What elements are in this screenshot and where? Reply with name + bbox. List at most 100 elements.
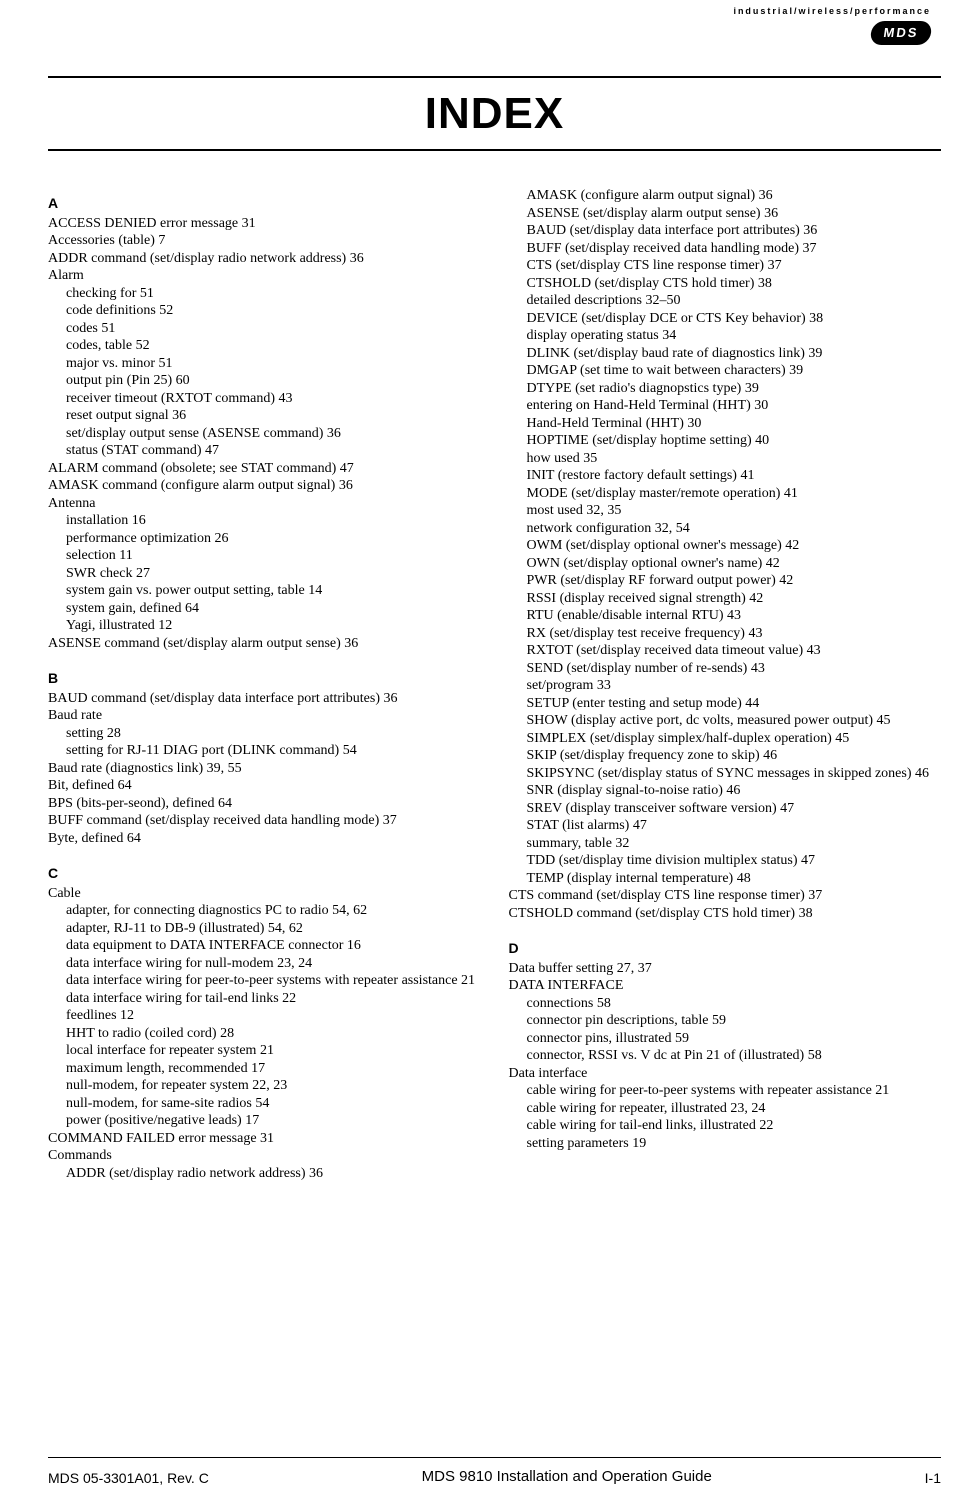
index-entry: system gain vs. power output setting, ta… — [48, 582, 481, 600]
index-entry: SNR (display signal-to-noise ratio) 46 — [509, 782, 942, 800]
index-entry: null-modem, for same-site radios 54 — [48, 1095, 481, 1113]
index-entry: AMASK (configure alarm output signal) 36 — [509, 187, 942, 205]
index-entry: local interface for repeater system 21 — [48, 1042, 481, 1060]
index-entry-sub: SWR check 27 — [48, 565, 481, 583]
index-entry-sub: selection 11 — [48, 547, 481, 565]
index-entry: COMMAND FAILED error message 31 — [48, 1130, 481, 1148]
index-entry-sub: SKIPSYNC (set/display status of SYNC mes… — [509, 765, 942, 783]
index-entry-sub: maximum length, recommended 17 — [48, 1060, 481, 1078]
index-entry: reset output signal 36 — [48, 407, 481, 425]
index-entry-main: Data interface — [509, 1065, 942, 1083]
index-entry: Accessories (table) 7 — [48, 232, 481, 250]
index-entry-sub: DMGAP (set time to wait between characte… — [509, 362, 942, 380]
index-entry: most used 32, 35 — [509, 502, 942, 520]
index-entry-sub: local interface for repeater system 21 — [48, 1042, 481, 1060]
index-entry-sub: STAT (list alarms) 47 — [509, 817, 942, 835]
index-entry-sub: TDD (set/display time division multiplex… — [509, 852, 942, 870]
index-entry-sub: codes 51 — [48, 320, 481, 338]
index-section-letter: B — [48, 670, 481, 688]
index-entry: MODE (set/display master/remote operatio… — [509, 485, 942, 503]
index-entry-sub: status (STAT command) 47 — [48, 442, 481, 460]
index-entry-sub: feedlines 12 — [48, 1007, 481, 1025]
index-entry: connector pin descriptions, table 59 — [509, 1012, 942, 1030]
index-entry: PWR (set/display RF forward output power… — [509, 572, 942, 590]
index-entry-sub: detailed descriptions 32–50 — [509, 292, 942, 310]
index-entry-sub: RSSI (display received signal strength) … — [509, 590, 942, 608]
index-entry-sub: major vs. minor 51 — [48, 355, 481, 373]
page-title: INDEX — [48, 86, 941, 141]
index-entry: BUFF command (set/display received data … — [48, 812, 481, 830]
index-entry: Data buffer setting 27, 37 — [509, 960, 942, 978]
index-entry-sub: SIMPLEX (set/display simplex/half-duplex… — [509, 730, 942, 748]
index-entry-sub: cable wiring for tail-end links, illustr… — [509, 1117, 942, 1135]
index-entry-sub: performance optimization 26 — [48, 530, 481, 548]
index-entry: BAUD command (set/display data interface… — [48, 690, 481, 708]
index-entry-sub: setting 28 — [48, 725, 481, 743]
index-entry: null-modem, for repeater system 22, 23 — [48, 1077, 481, 1095]
brand-block: industrial/wireless/performance MDS — [733, 6, 931, 45]
index-entry-sub: ASENSE (set/display alarm output sense) … — [509, 205, 942, 223]
index-entry: entering on Hand-Held Terminal (HHT) 30 — [509, 397, 942, 415]
index-entry-main: COMMAND FAILED error message 31 — [48, 1130, 481, 1148]
index-entry-main: BAUD command (set/display data interface… — [48, 690, 481, 708]
index-entry: setting parameters 19 — [509, 1135, 942, 1153]
index-entry: SEND (set/display number of re-sends) 43 — [509, 660, 942, 678]
index-entry-sub: code definitions 52 — [48, 302, 481, 320]
index-entry: Yagi, illustrated 12 — [48, 617, 481, 635]
index-entry-main: CTS command (set/display CTS line respon… — [509, 887, 942, 905]
index-entry: power (positive/negative leads) 17 — [48, 1112, 481, 1130]
index-entry: how used 35 — [509, 450, 942, 468]
index-entry: ADDR command (set/display radio network … — [48, 250, 481, 268]
index-entry-sub: TEMP (display internal temperature) 48 — [509, 870, 942, 888]
index-entry: SHOW (display active port, dc volts, mea… — [509, 712, 942, 730]
index-entry-sub: AMASK (configure alarm output signal) 36 — [509, 187, 942, 205]
index-entry-sub: power (positive/negative leads) 17 — [48, 1112, 481, 1130]
index-entry-sub: BAUD (set/display data interface port at… — [509, 222, 942, 240]
index-gap — [48, 652, 481, 662]
index-entry-sub: DLINK (set/display baud rate of diagnost… — [509, 345, 942, 363]
index-entry-main: Accessories (table) 7 — [48, 232, 481, 250]
index-entry: DTYPE (set radio's diagnopstics type) 39 — [509, 380, 942, 398]
index-entry-sub: CTS (set/display CTS line response timer… — [509, 257, 942, 275]
index-entry: CTSHOLD (set/display CTS hold timer) 38 — [509, 275, 942, 293]
index-entry-sub: setting for RJ-11 DIAG port (DLINK comma… — [48, 742, 481, 760]
footer-doc-id: MDS 05-3301A01, Rev. C — [48, 1470, 209, 1488]
index-entry: status (STAT command) 47 — [48, 442, 481, 460]
index-entry: TEMP (display internal temperature) 48 — [509, 870, 942, 888]
index-entry-sub: set/program 33 — [509, 677, 942, 695]
index-entry-sub: Yagi, illustrated 12 — [48, 617, 481, 635]
index-entry-main: Commands — [48, 1147, 481, 1165]
footer-block: MDS 05-3301A01, Rev. C MDS 9810 Installa… — [48, 1453, 941, 1487]
index-gap — [509, 922, 942, 932]
index-entry: data interface wiring for tail-end links… — [48, 990, 481, 1008]
index-entry-main: BPS (bits-per-seond), defined 64 — [48, 795, 481, 813]
index-entry-sub: system gain, defined 64 — [48, 600, 481, 618]
index-section-letter: A — [48, 195, 481, 213]
index-entry: SKIPSYNC (set/display status of SYNC mes… — [509, 765, 942, 783]
index-entry: OWM (set/display optional owner's messag… — [509, 537, 942, 555]
index-entry: RX (set/display test receive frequency) … — [509, 625, 942, 643]
index-entry: CTS (set/display CTS line response timer… — [509, 257, 942, 275]
index-entry: codes, table 52 — [48, 337, 481, 355]
index-entry-sub: output pin (Pin 25) 60 — [48, 372, 481, 390]
index-entry-sub: codes, table 52 — [48, 337, 481, 355]
index-entry: set/display output sense (ASENSE command… — [48, 425, 481, 443]
index-gap — [48, 847, 481, 857]
index-entry: Data interface — [509, 1065, 942, 1083]
index-entry: SWR check 27 — [48, 565, 481, 583]
index-entry: HHT to radio (coiled cord) 28 — [48, 1025, 481, 1043]
index-left-column: AACCESS DENIED error message 31Accessori… — [48, 187, 481, 1453]
index-entry-sub: null-modem, for repeater system 22, 23 — [48, 1077, 481, 1095]
index-entry-sub: INIT (restore factory default settings) … — [509, 467, 942, 485]
index-entry-sub: RX (set/display test receive frequency) … — [509, 625, 942, 643]
index-entry: major vs. minor 51 — [48, 355, 481, 373]
index-entry-main: BUFF command (set/display received data … — [48, 812, 481, 830]
index-entry: network configuration 32, 54 — [509, 520, 942, 538]
index-entry: receiver timeout (RXTOT command) 43 — [48, 390, 481, 408]
index-entry: detailed descriptions 32–50 — [509, 292, 942, 310]
index-entry: performance optimization 26 — [48, 530, 481, 548]
index-entry-sub: SNR (display signal-to-noise ratio) 46 — [509, 782, 942, 800]
index-entry: TDD (set/display time division multiplex… — [509, 852, 942, 870]
index-entry-sub: connector pins, illustrated 59 — [509, 1030, 942, 1048]
index-entry-sub: connector, RSSI vs. V dc at Pin 21 of (i… — [509, 1047, 942, 1065]
